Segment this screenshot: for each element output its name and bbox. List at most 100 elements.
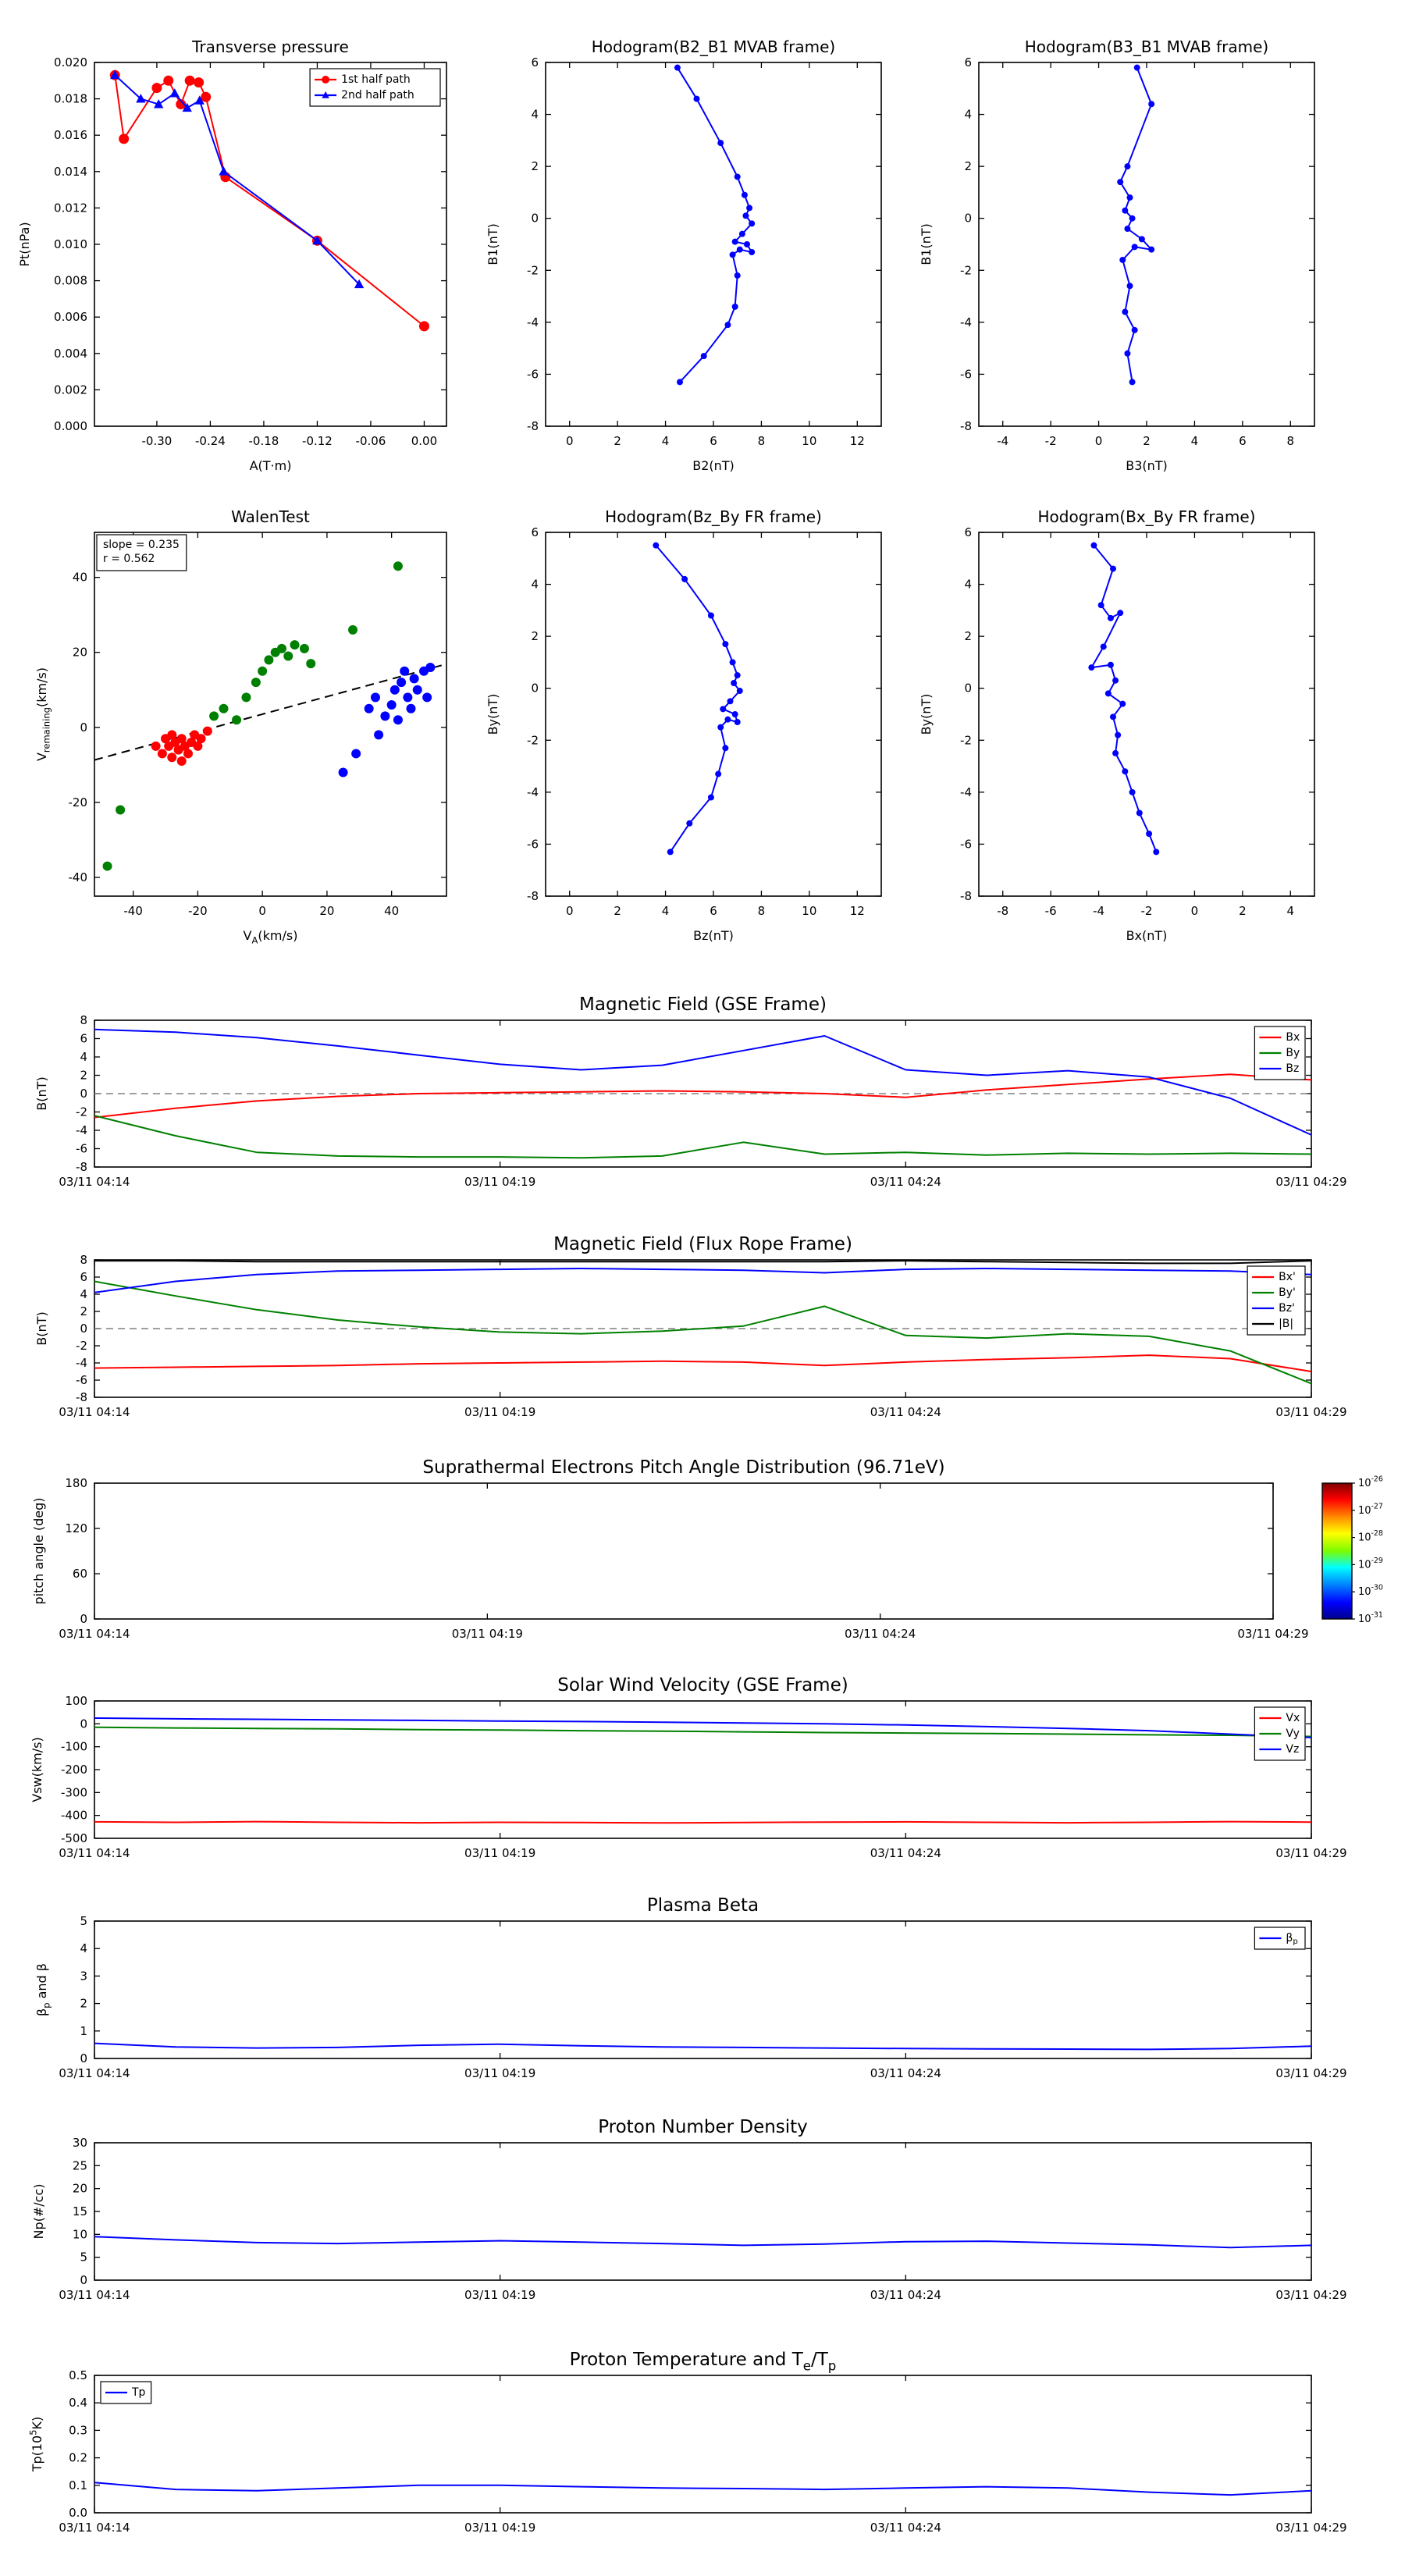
- legend: Bx' By' Bz' |B|: [1247, 1265, 1306, 1336]
- x-tick-labels: 0 2 4 6 8 10 12: [566, 904, 865, 918]
- x-tick-label: 03/11 04:19: [464, 1405, 535, 1419]
- annotation-line: slope = 0.235: [103, 539, 180, 551]
- y-tick-label: 10: [73, 2227, 87, 2241]
- x-tick-label: 4: [662, 904, 670, 918]
- y-tick-labels: -8 -6 -4 -2 0 2 4 6 8: [76, 1253, 87, 1404]
- series-markers-bx-by: [1088, 542, 1160, 856]
- series-markers-walen-red: [151, 726, 212, 767]
- y-tick-label: 0.4: [69, 2396, 87, 2410]
- y-tick-label: 4: [964, 107, 972, 121]
- panel-title: Proton Temperature and Te/Tp: [570, 2350, 837, 2373]
- plot-area: [545, 532, 882, 897]
- ticks: [979, 532, 1314, 897]
- series-line-Tp: [94, 2482, 1312, 2496]
- y-tick-label: 30: [73, 2136, 87, 2150]
- x-tick-label: -4: [997, 434, 1008, 448]
- y-tick-label: -200: [61, 1763, 87, 1777]
- panel-title: Proton Number Density: [598, 2117, 808, 2137]
- y-axis-label: By(nT): [486, 694, 500, 735]
- panel-title: Solar Wind Velocity (GSE Frame): [557, 1675, 848, 1695]
- y-tick-label: 0.2: [69, 2450, 87, 2464]
- legend-label: 2nd half path: [341, 89, 414, 101]
- x-axis-label: Bz(nT): [693, 928, 734, 943]
- plot-area: [978, 532, 1315, 897]
- legend-entry: By: [1259, 1047, 1300, 1059]
- x-tick-label: 03/11 04:19: [452, 1627, 523, 1641]
- y-tick-label: -6: [527, 837, 539, 851]
- y-tick-label: 4: [964, 577, 972, 591]
- y-tick-label: -8: [527, 889, 539, 903]
- legend-label: Vy: [1286, 1727, 1300, 1740]
- panel-title: Magnetic Field (Flux Rope Frame): [553, 1234, 852, 1254]
- x-tick-label: 03/11 04:29: [1275, 2521, 1346, 2535]
- y-tick-label: -4: [76, 1356, 87, 1370]
- y-axis-label: B(nT): [34, 1311, 49, 1345]
- x-tick-labels: 03/11 04:14 03/11 04:19 03/11 04:24 03/11 0…: [59, 2066, 1346, 2080]
- y-tick-labels: -8 -6 -4 -2 0 2 4 6: [527, 525, 539, 903]
- legend-label: Bz': [1279, 1302, 1295, 1315]
- y-tick-label: 0.012: [54, 201, 87, 215]
- panel-hodogram-b3-b1: -4 -2 0 2 4 6 8 -8 -6 -4 -2 0 2 4 6 Hodogram(B3_B1 MVAB…: [919, 37, 1315, 473]
- plot-area: [94, 532, 447, 897]
- x-tick-label: 03/11 04:24: [870, 2521, 941, 2535]
- panel-vsw-gse: 03/11 04:14 03/11 04:19 03/11 04:24 03/11 0…: [30, 1675, 1347, 1860]
- y-tick-label: 0: [80, 2273, 87, 2287]
- y-tick-label: 0: [80, 1087, 87, 1101]
- ticks: [94, 532, 446, 896]
- y-tick-label: -8: [960, 889, 972, 903]
- y-tick-label: 25: [73, 2158, 87, 2172]
- legend-entry: Vx: [1259, 1712, 1300, 1724]
- colorbar-tick-label: 10-29: [1358, 1556, 1383, 1571]
- legend-label: 1st half path: [341, 73, 411, 86]
- x-tick-label: 03/11 04:14: [59, 1175, 130, 1189]
- legend-entry: |B|: [1252, 1318, 1293, 1330]
- y-tick-label: 60: [73, 1567, 87, 1581]
- y-tick-label: -6: [76, 1141, 87, 1155]
- y-tick-label: -2: [960, 263, 972, 277]
- colorbar-tick-label: 10-27: [1358, 1502, 1383, 1517]
- legend-entry: Bx: [1259, 1031, 1300, 1044]
- y-tick-label: -8: [527, 419, 539, 433]
- y-tick-label: 40: [73, 570, 87, 584]
- y-tick-label: -4: [960, 315, 972, 329]
- x-axis-label: B2(nT): [692, 458, 735, 473]
- ticks: [546, 62, 881, 427]
- x-tick-label: -0.12: [302, 434, 333, 448]
- series-markers-2nd-half-path: [110, 69, 365, 289]
- legend: Bx By Bz: [1254, 1026, 1306, 1080]
- y-tick-label: 20: [73, 2181, 87, 2195]
- x-tick-label: -20: [188, 904, 208, 918]
- y-tick-label: 2: [80, 1304, 87, 1318]
- y-tick-label: 0.004: [54, 346, 87, 360]
- legend-label: Bx': [1279, 1271, 1296, 1283]
- series-line-By-prime: [94, 1280, 1312, 1385]
- x-tick-label: 6: [710, 434, 717, 448]
- x-tick-label: 03/11 04:29: [1275, 1846, 1346, 1860]
- legend-entry: 1st half path: [315, 73, 411, 86]
- x-tick-labels: 03/11 04:14 03/11 04:19 03/11 04:24 03/11 0…: [59, 1627, 1308, 1641]
- x-tick-labels: 03/11 04:14 03/11 04:19 03/11 04:24 03/11 0…: [59, 1175, 1346, 1189]
- y-tick-label: 0.006: [54, 310, 87, 324]
- y-tick-label: 6: [80, 1031, 87, 1045]
- x-tick-label: 03/11 04:14: [59, 2521, 130, 2535]
- x-tick-labels: -0.30 -0.24 -0.18 -0.12 -0.06 0.00: [142, 434, 438, 448]
- x-tick-labels: -40 -20 0 20 40: [123, 904, 399, 918]
- y-tick-labels: -40 -20 0 20 40: [69, 570, 88, 884]
- legend-label: By': [1279, 1286, 1296, 1299]
- panel-proton-temp: 03/11 04:14 03/11 04:19 03/11 04:24 03/11 0…: [27, 2350, 1346, 2535]
- series-markers-b3-b1: [1117, 64, 1155, 386]
- x-tick-label: -40: [123, 904, 143, 918]
- x-tick-label: 03/11 04:24: [870, 2288, 941, 2302]
- x-tick-label: 03/11 04:14: [59, 2066, 130, 2080]
- panel-title: Suprathermal Electrons Pitch Angle Distr…: [422, 1457, 944, 1478]
- panel-title: Hodogram(B2_B1 MVAB frame): [592, 37, 835, 56]
- y-tick-labels: -8 -6 -4 -2 0 2 4 6 8: [76, 1013, 87, 1174]
- x-tick-label: 4: [1191, 434, 1199, 448]
- y-tick-label: 0: [80, 1717, 87, 1731]
- y-tick-label: 6: [531, 55, 539, 69]
- series-markers-walen-blue: [338, 662, 436, 777]
- y-tick-labels: 0 60 120 180: [65, 1476, 87, 1626]
- y-axis-label: B1(nT): [919, 223, 934, 265]
- legend-label: Vx: [1286, 1712, 1300, 1724]
